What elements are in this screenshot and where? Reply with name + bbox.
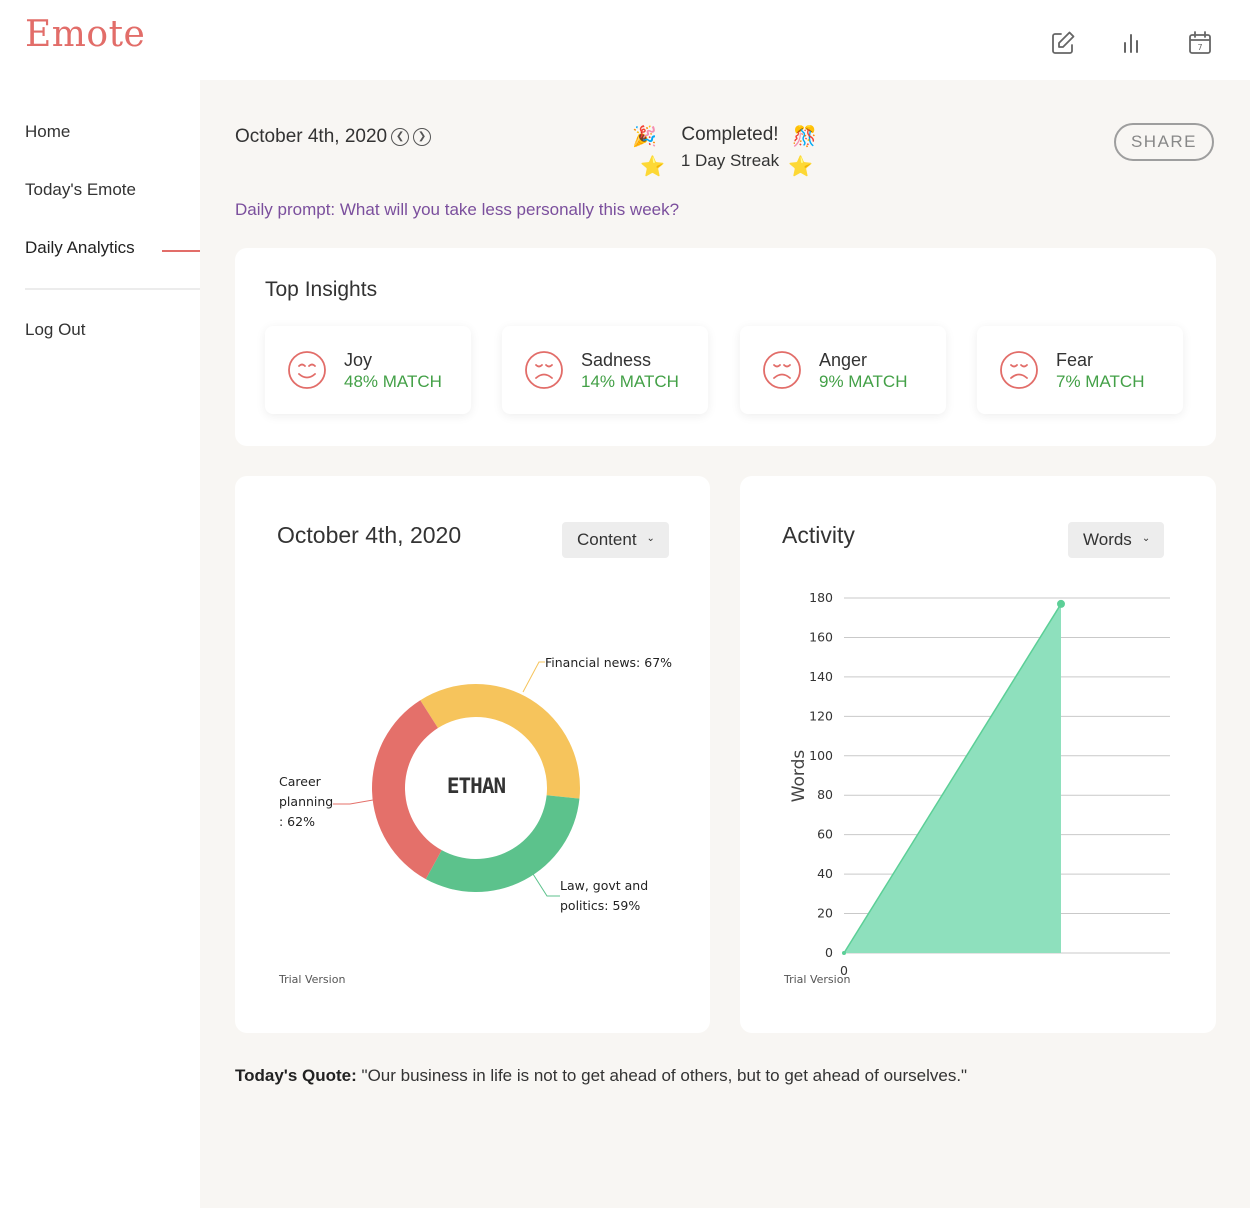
emotion-match: 9% MATCH bbox=[819, 372, 908, 391]
sidebar: Home Today's Emote Daily Analytics Log O… bbox=[0, 80, 200, 1208]
emotion-name: Fear bbox=[1056, 350, 1094, 370]
main-content: October 4th, 2020 ❮ ❯ Completed! 1 Day S… bbox=[200, 80, 1250, 1208]
donut-slice-financial-news[interactable] bbox=[420, 683, 580, 799]
star-icon: ⭐ bbox=[640, 156, 665, 178]
y-tick-label: 140 bbox=[809, 669, 833, 684]
leader-line-law bbox=[532, 873, 560, 897]
emotion-name: Joy bbox=[344, 350, 373, 370]
activity-card-title: Activity bbox=[782, 522, 855, 548]
emotion-match: 14% MATCH bbox=[581, 372, 679, 391]
share-button[interactable]: SHARE bbox=[1114, 123, 1214, 161]
sidebar-item-todays-emote[interactable]: Today's Emote bbox=[25, 180, 136, 199]
quote-label: Today's Quote: bbox=[235, 1066, 357, 1085]
sidebar-item-daily-analytics[interactable]: Daily Analytics bbox=[25, 238, 135, 257]
daily-prompt: Daily prompt: What will you take less pe… bbox=[235, 200, 680, 219]
slice-label-law-line1: Law, govt and bbox=[560, 878, 648, 893]
current-date: October 4th, 2020 bbox=[235, 126, 388, 147]
prev-day-icon[interactable]: ❮ bbox=[391, 128, 410, 146]
completion-status: Completed! 1 Day Streak bbox=[630, 124, 830, 171]
party-popper-icon: 🎉 bbox=[632, 126, 657, 148]
happy-face-icon bbox=[288, 351, 326, 389]
slice-label-career-line3: : 62% bbox=[279, 814, 315, 829]
active-indicator bbox=[162, 250, 200, 252]
trial-version-label: Trial Version bbox=[279, 973, 346, 986]
date-navigator: October 4th, 2020 ❮ ❯ bbox=[235, 126, 432, 148]
emotion-match: 48% MATCH bbox=[344, 372, 442, 391]
slice-label-law-line2: politics: 59% bbox=[560, 898, 640, 913]
sad-face-icon bbox=[1000, 351, 1038, 389]
slice-label-career-line2: planning bbox=[279, 794, 333, 809]
y-tick-label: 80 bbox=[817, 787, 833, 802]
content-dropdown[interactable]: Content ⌄ bbox=[562, 522, 669, 558]
words-dropdown-label: Words bbox=[1083, 530, 1132, 549]
donut-chart: ETHAN Financial news: 67% Law, govt and … bbox=[279, 655, 672, 913]
donut-slice-law-govt-and-politics[interactable] bbox=[425, 795, 580, 892]
y-tick-label: 20 bbox=[817, 906, 833, 921]
activity-card: Activity Words ⌄ 0 20 40 60 80 100 120 140 160 18… bbox=[740, 476, 1216, 1033]
y-axis-label: Words bbox=[789, 750, 809, 803]
content-card: October 4th, 2020 Content ⌄ ETHAN Financ… bbox=[235, 476, 710, 1033]
top-insights-panel: Top Insights Joy 48% MATCH Sadness 14% M… bbox=[235, 248, 1216, 446]
y-tick-label: 180 bbox=[809, 590, 833, 605]
emotion-card-sadness[interactable]: Sadness 14% MATCH bbox=[502, 326, 708, 414]
calendar-day: 7 bbox=[1197, 43, 1202, 52]
sad-face-icon bbox=[763, 351, 801, 389]
y-tick-label: 60 bbox=[817, 827, 833, 842]
donut-slice-career-planning[interactable] bbox=[372, 700, 442, 880]
emotion-match: 7% MATCH bbox=[1056, 372, 1145, 391]
quote-text: "Our business in life is not to get ahea… bbox=[361, 1066, 968, 1085]
trial-version-label: Trial Version bbox=[784, 973, 851, 986]
insights-title: Top Insights bbox=[265, 278, 378, 301]
y-tick-label: 120 bbox=[809, 708, 833, 723]
y-tick-label: 100 bbox=[809, 748, 833, 763]
donut-center-label: ETHAN bbox=[447, 774, 506, 798]
slice-label-financial: Financial news: 67% bbox=[545, 655, 672, 670]
leader-line-career bbox=[333, 799, 374, 805]
content-dropdown-label: Content bbox=[577, 530, 637, 549]
todays-quote: Today's Quote: "Our business in life is … bbox=[235, 1066, 967, 1086]
leader-line-financial bbox=[522, 661, 545, 693]
slice-label-career-line1: Career bbox=[279, 774, 322, 789]
y-tick-label: 40 bbox=[817, 866, 833, 881]
app-logo[interactable]: Emote bbox=[25, 14, 146, 55]
activity-area-chart: 0 20 40 60 80 100 120 140 160 180 0 Words bbox=[789, 590, 1170, 978]
chevron-down-icon: ⌄ bbox=[1141, 532, 1151, 544]
calendar-icon[interactable]: 7 bbox=[1187, 30, 1213, 56]
emotion-card-anger[interactable]: Anger 9% MATCH bbox=[740, 326, 946, 414]
x-tick-label: 0 bbox=[840, 963, 848, 978]
chevron-down-icon: ⌄ bbox=[646, 532, 655, 544]
bar-chart-icon[interactable] bbox=[1118, 30, 1144, 56]
sad-face-icon bbox=[525, 351, 563, 389]
sidebar-item-log-out[interactable]: Log Out bbox=[25, 320, 86, 339]
series-line bbox=[843, 603, 1062, 954]
emotion-name: Anger bbox=[819, 350, 868, 370]
star-icon: ⭐ bbox=[788, 156, 813, 178]
top-bar: Emote 7 bbox=[0, 0, 1250, 80]
content-card-title: October 4th, 2020 bbox=[277, 522, 462, 548]
emotion-card-joy[interactable]: Joy 48% MATCH bbox=[265, 326, 471, 414]
next-day-icon[interactable]: ❯ bbox=[413, 128, 432, 146]
y-tick-label: 0 bbox=[825, 945, 833, 960]
sidebar-divider bbox=[25, 288, 200, 290]
streak-text: 1 Day Streak bbox=[680, 151, 780, 170]
sidebar-item-home[interactable]: Home bbox=[25, 122, 71, 141]
words-dropdown[interactable]: Words ⌄ bbox=[1068, 522, 1165, 558]
party-popper-icon: 🎊 bbox=[792, 126, 817, 148]
data-point[interactable] bbox=[1057, 599, 1065, 608]
edit-icon[interactable] bbox=[1050, 30, 1076, 56]
emotion-name: Sadness bbox=[581, 350, 652, 370]
data-point[interactable] bbox=[842, 951, 846, 955]
completed-text: Completed! bbox=[681, 124, 779, 145]
y-tick-label: 160 bbox=[809, 629, 833, 644]
emotion-card-fear[interactable]: Fear 7% MATCH bbox=[977, 326, 1183, 414]
